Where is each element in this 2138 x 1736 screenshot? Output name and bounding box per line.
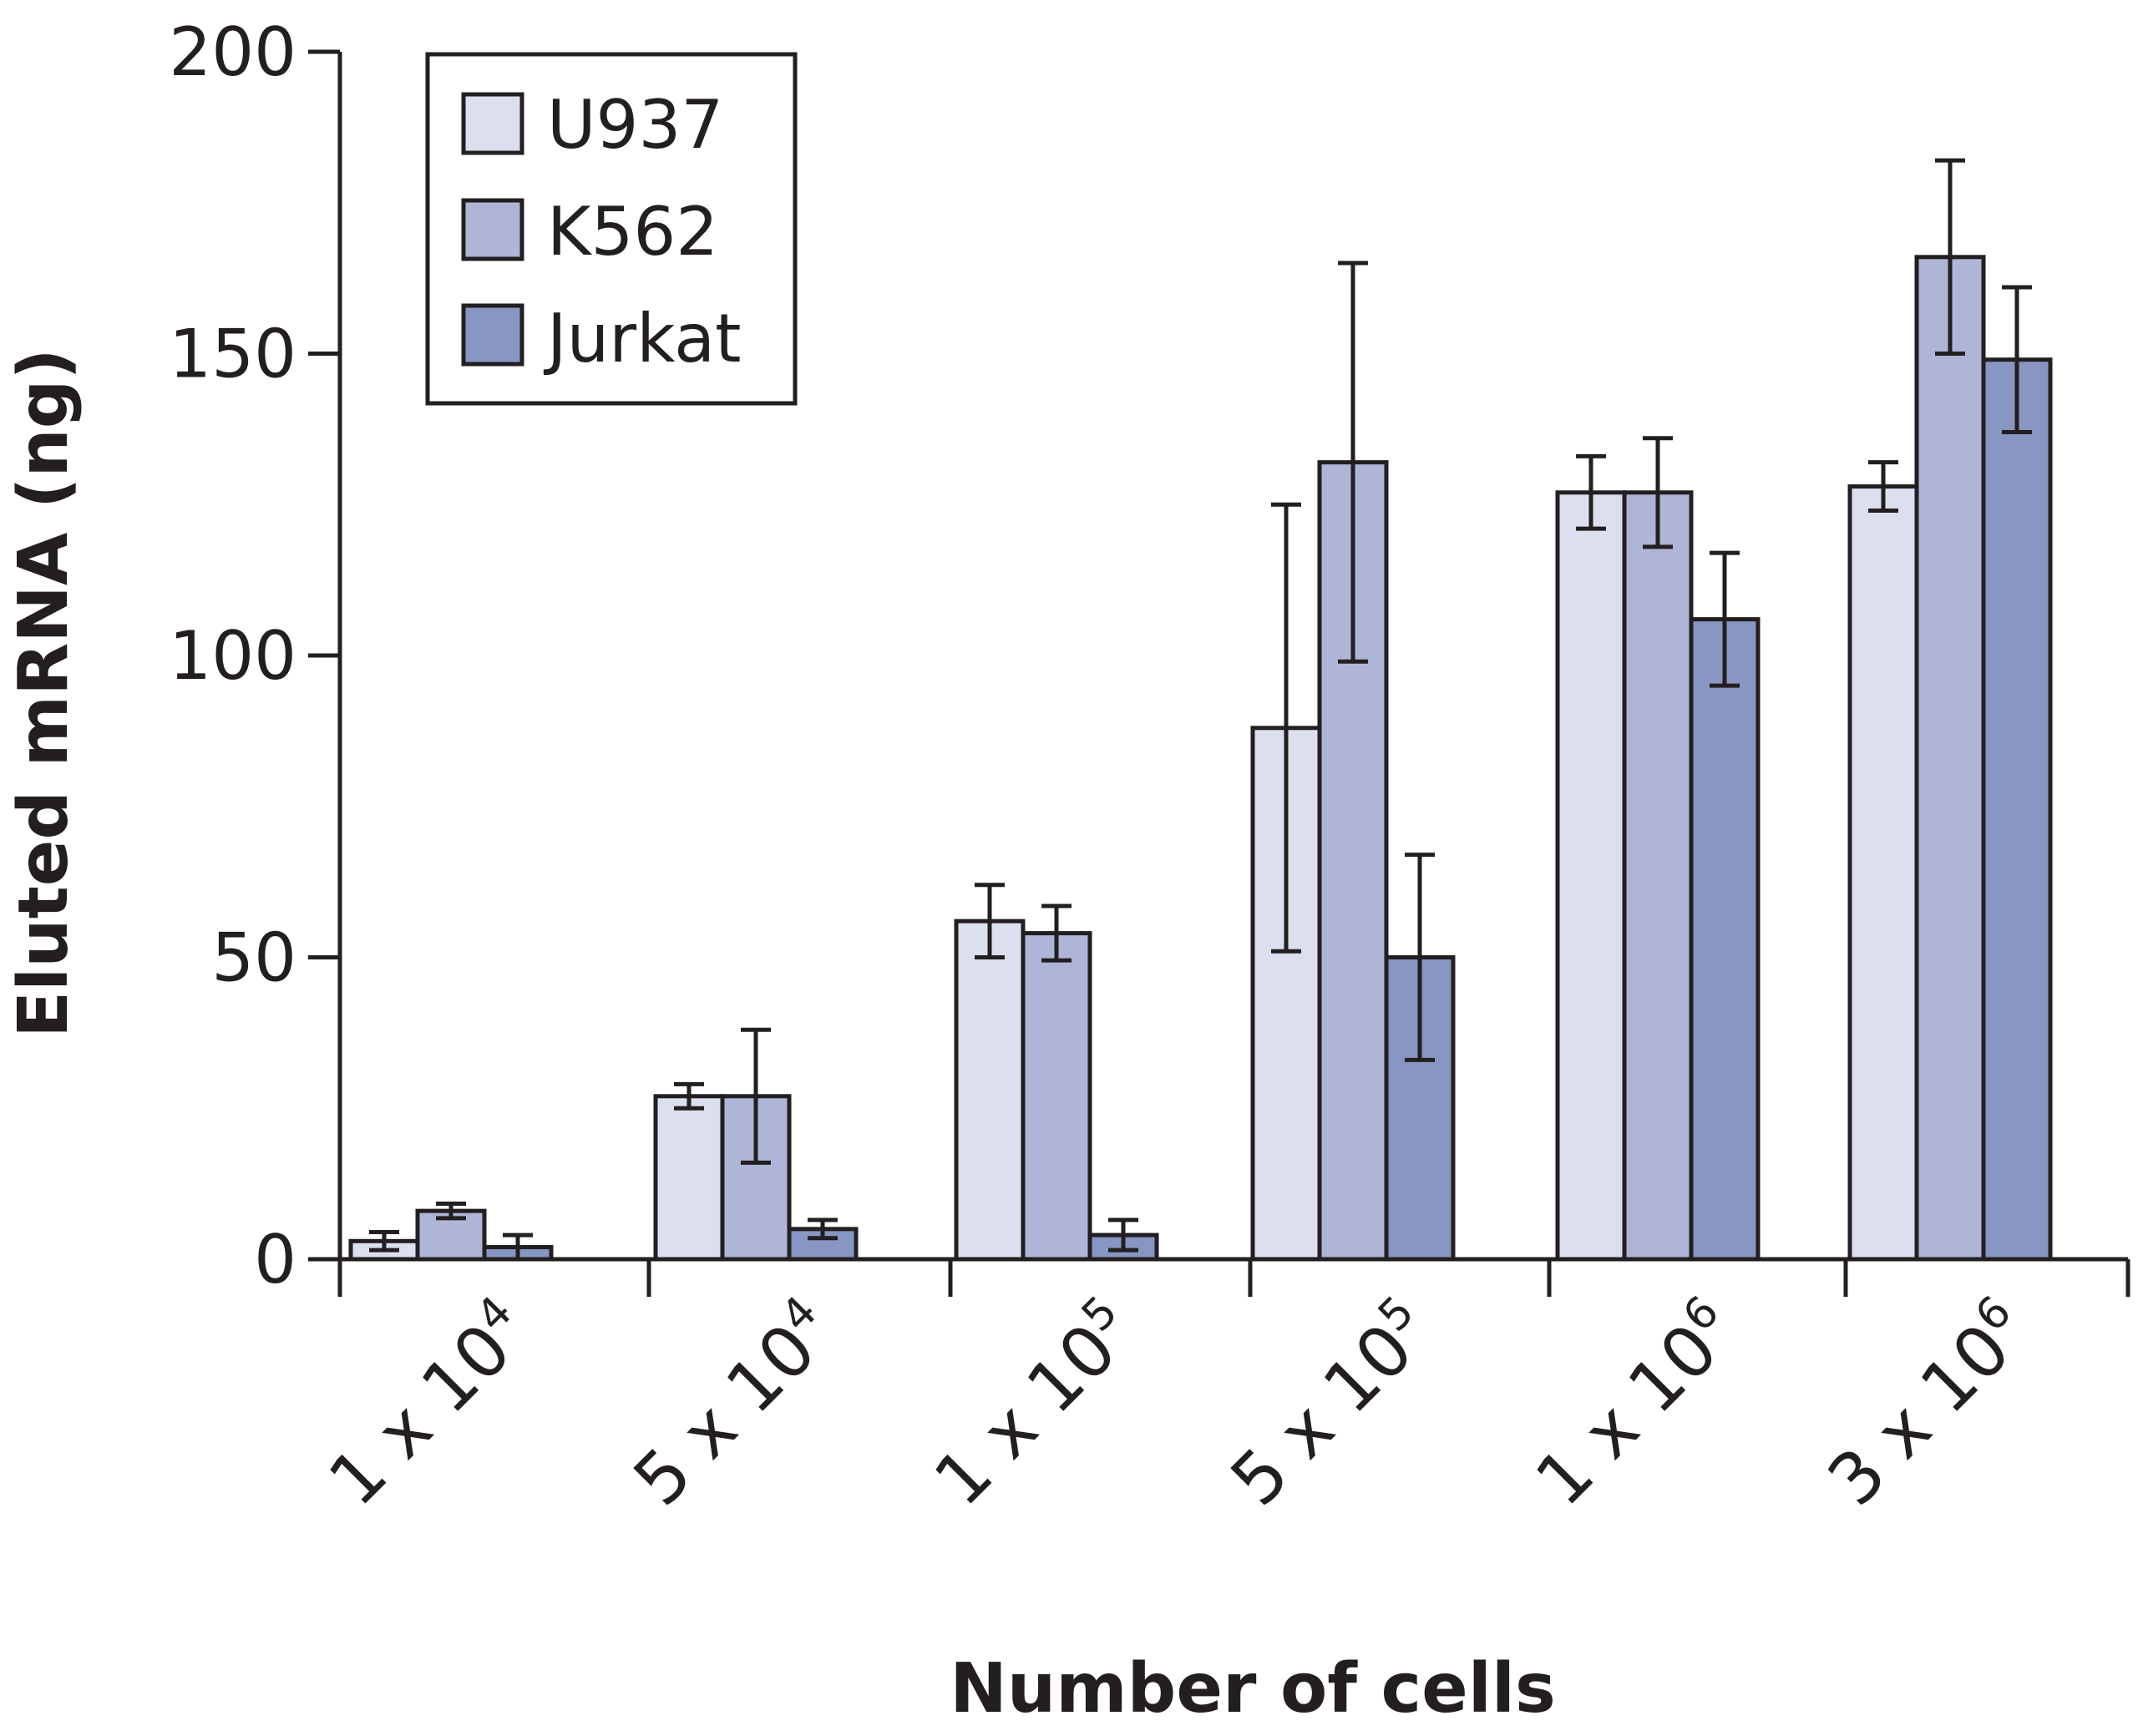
y-tick-label: 100 <box>169 617 296 695</box>
legend-label-jurkat: Jurkat <box>543 300 742 377</box>
bar-jurkat <box>1981 357 2053 1262</box>
x-tick-label-base: 3 x 10 <box>1812 1308 2026 1521</box>
x-tick-label-base: 5 x 10 <box>618 1308 832 1521</box>
bar-u937 <box>653 1094 725 1262</box>
y-tick-label: 150 <box>169 316 296 393</box>
x-tick-label: 1 x 106 <box>1518 1287 1753 1521</box>
x-axis-title: Number of cells <box>950 1649 1556 1728</box>
x-tick-label-base: 1 x 10 <box>313 1308 527 1521</box>
y-tick-label: 0 <box>254 1221 296 1298</box>
y-tick-label: 200 <box>169 13 296 91</box>
legend: U937 K562 Jurkat <box>425 52 798 406</box>
legend-swatch-jurkat <box>461 303 524 367</box>
legend-label-k562: K562 <box>547 193 718 271</box>
bar-jurkat <box>1689 617 1761 1262</box>
x-tick-label: 5 x 104 <box>616 1287 851 1521</box>
x-tick-label-base: 1 x 10 <box>919 1308 1132 1521</box>
x-tick-label: 5 x 105 <box>1213 1287 1448 1521</box>
y-axis-title: Eluted mRNA (ng) <box>4 348 84 1038</box>
legend-swatch-u937 <box>461 92 524 155</box>
bar-u937 <box>1555 490 1627 1262</box>
y-tick-label: 50 <box>211 919 296 997</box>
bar-u937 <box>1847 484 1919 1262</box>
x-tick-label: 1 x 105 <box>917 1287 1152 1521</box>
bar-k562 <box>1622 490 1694 1262</box>
bar-u937 <box>954 919 1026 1262</box>
x-tick-label: 3 x 106 <box>1811 1287 2045 1521</box>
x-tick-label-base: 5 x 10 <box>1215 1308 1429 1521</box>
bar-k562 <box>1021 931 1092 1262</box>
legend-label-u937: U937 <box>547 86 723 164</box>
x-tick-label: 1 x 104 <box>312 1287 546 1521</box>
bar-k562 <box>1914 255 1986 1262</box>
x-tick-label-base: 1 x 10 <box>1520 1308 1734 1521</box>
bar-jurkat <box>1384 955 1456 1262</box>
legend-swatch-k562 <box>461 198 524 261</box>
